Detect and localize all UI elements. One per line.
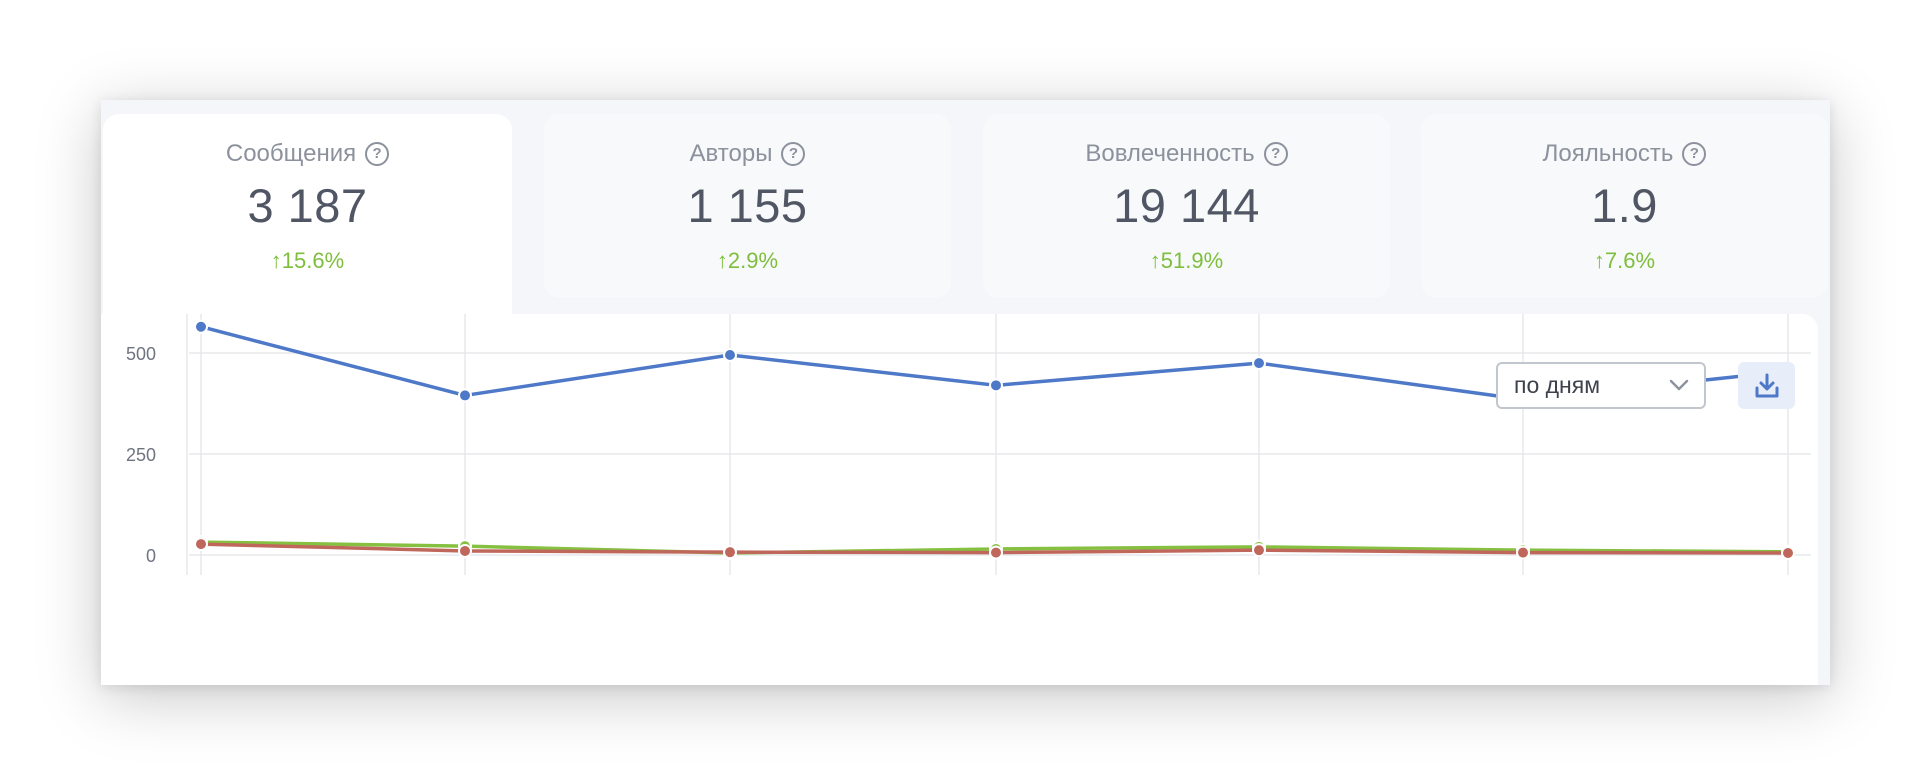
data-point bbox=[723, 348, 737, 363]
data-point bbox=[458, 388, 472, 403]
y-tick-label: 250 bbox=[126, 445, 156, 465]
stat-value: 1.9 bbox=[1591, 179, 1658, 232]
stat-card-messages[interactable]: Сообщения ? 3 187 ↑15.6% bbox=[103, 114, 512, 344]
y-tick-label: 500 bbox=[126, 344, 156, 364]
y-tick-label: 0 bbox=[146, 546, 156, 566]
data-point bbox=[194, 319, 208, 334]
stat-card-authors[interactable]: Авторы ? 1 155 ↑2.9% bbox=[544, 114, 951, 298]
data-point bbox=[1252, 543, 1266, 558]
stat-card-engagement[interactable]: Вовлеченность ? 19 144 ↑51.9% bbox=[983, 114, 1390, 298]
stat-value: 1 155 bbox=[687, 179, 808, 232]
chevron-down-icon bbox=[1669, 379, 1689, 391]
stat-value: 3 187 bbox=[247, 179, 368, 232]
period-select[interactable]: по дням bbox=[1496, 362, 1706, 409]
stat-change: ↑15.6% bbox=[270, 248, 345, 273]
download-icon bbox=[1755, 373, 1778, 397]
question-circle-icon[interactable]: ? bbox=[365, 142, 390, 166]
stat-label: Авторы bbox=[689, 140, 773, 167]
period-select-value: по дням bbox=[1514, 372, 1601, 398]
question-circle-icon[interactable]: ? bbox=[1682, 142, 1707, 166]
question-circle-icon[interactable]: ? bbox=[1263, 142, 1288, 166]
data-point bbox=[723, 545, 737, 560]
data-point bbox=[989, 378, 1003, 393]
data-point bbox=[194, 537, 208, 552]
stat-card-loyalty[interactable]: Лояльность ? 1.9 ↑7.6% bbox=[1421, 114, 1828, 298]
data-point bbox=[1252, 356, 1266, 371]
question-circle-icon[interactable]: ? bbox=[781, 142, 806, 166]
download-button[interactable] bbox=[1738, 362, 1795, 409]
stat-label: Лояльность bbox=[1542, 140, 1674, 167]
stat-change: ↑2.9% bbox=[716, 248, 779, 273]
stat-change: ↑51.9% bbox=[1149, 248, 1224, 273]
stat-value: 19 144 bbox=[1113, 179, 1260, 232]
data-point bbox=[1516, 545, 1530, 560]
analytics-panel: Сообщения ? 3 187 ↑15.6% Авторы ? 1 155 … bbox=[101, 100, 1830, 685]
data-point bbox=[989, 545, 1003, 560]
stat-label: Вовлеченность bbox=[1085, 140, 1255, 167]
data-point bbox=[1781, 545, 1795, 560]
stat-change: ↑7.6% bbox=[1593, 248, 1656, 273]
data-point bbox=[458, 543, 472, 558]
stat-label: Сообщения bbox=[225, 140, 357, 167]
